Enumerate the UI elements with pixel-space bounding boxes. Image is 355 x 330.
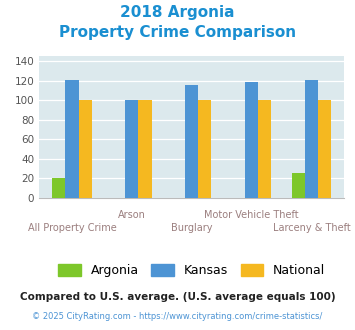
Bar <box>245 82 258 198</box>
Text: Burglary: Burglary <box>171 223 212 233</box>
Bar <box>138 100 152 198</box>
Bar <box>185 85 198 198</box>
Bar <box>52 179 65 198</box>
Legend: Argonia, Kansas, National: Argonia, Kansas, National <box>58 264 325 277</box>
Text: © 2025 CityRating.com - https://www.cityrating.com/crime-statistics/: © 2025 CityRating.com - https://www.city… <box>32 312 323 321</box>
Text: Compared to U.S. average. (U.S. average equals 100): Compared to U.S. average. (U.S. average … <box>20 292 335 302</box>
Bar <box>198 100 212 198</box>
Text: Property Crime Comparison: Property Crime Comparison <box>59 25 296 40</box>
Bar <box>125 100 138 198</box>
Text: Motor Vehicle Theft: Motor Vehicle Theft <box>204 210 299 219</box>
Text: 2018 Argonia: 2018 Argonia <box>120 5 235 20</box>
Text: Arson: Arson <box>118 210 146 219</box>
Bar <box>318 100 331 198</box>
Text: Larceny & Theft: Larceny & Theft <box>273 223 350 233</box>
Bar <box>292 173 305 198</box>
Bar <box>78 100 92 198</box>
Bar <box>65 80 78 198</box>
Text: All Property Crime: All Property Crime <box>28 223 116 233</box>
Bar <box>305 80 318 198</box>
Bar <box>258 100 271 198</box>
